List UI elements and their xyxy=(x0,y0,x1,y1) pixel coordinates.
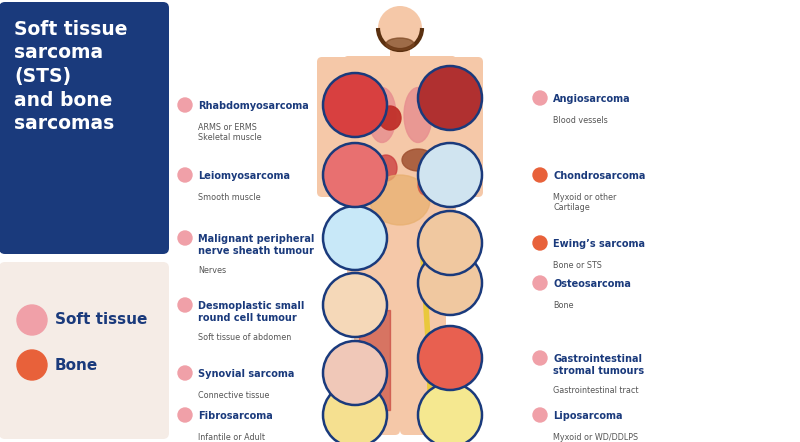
Text: Synovial sarcoma: Synovial sarcoma xyxy=(198,369,294,379)
Text: Rhabdomyosarcoma: Rhabdomyosarcoma xyxy=(198,101,309,111)
Circle shape xyxy=(178,98,192,112)
Text: Myxoid or other
Cartilage: Myxoid or other Cartilage xyxy=(553,193,616,213)
FancyBboxPatch shape xyxy=(400,270,446,435)
FancyBboxPatch shape xyxy=(344,56,456,214)
Text: Myxoid or WD/DDLPS
Adipose tissue: Myxoid or WD/DDLPS Adipose tissue xyxy=(553,433,638,442)
Circle shape xyxy=(418,326,482,390)
Circle shape xyxy=(323,143,387,207)
Circle shape xyxy=(533,91,547,105)
Circle shape xyxy=(17,350,47,380)
Circle shape xyxy=(323,273,387,337)
Circle shape xyxy=(17,305,47,335)
FancyBboxPatch shape xyxy=(354,270,400,435)
Text: Gastrointestinal
stromal tumours: Gastrointestinal stromal tumours xyxy=(553,354,644,376)
Circle shape xyxy=(178,298,192,312)
Circle shape xyxy=(418,383,482,442)
Text: Blood vessels: Blood vessels xyxy=(553,116,608,125)
Circle shape xyxy=(178,366,192,380)
Text: Liposarcoma: Liposarcoma xyxy=(553,411,622,421)
Circle shape xyxy=(323,73,387,137)
Text: Leiomyosarcoma: Leiomyosarcoma xyxy=(198,171,290,181)
Ellipse shape xyxy=(386,38,414,50)
FancyBboxPatch shape xyxy=(390,47,410,63)
Circle shape xyxy=(418,66,482,130)
Text: Connective tissue: Connective tissue xyxy=(198,391,270,400)
Circle shape xyxy=(533,236,547,250)
Circle shape xyxy=(178,168,192,182)
Circle shape xyxy=(323,206,387,270)
Ellipse shape xyxy=(370,175,430,225)
Text: Soft tissue: Soft tissue xyxy=(55,312,147,328)
Text: Bone: Bone xyxy=(55,358,98,373)
Text: Bone: Bone xyxy=(553,301,574,310)
Text: Soft tissue of abdomen: Soft tissue of abdomen xyxy=(198,333,291,342)
Text: Desmoplastic small
round cell tumour: Desmoplastic small round cell tumour xyxy=(198,301,304,323)
Circle shape xyxy=(418,143,482,207)
FancyBboxPatch shape xyxy=(0,262,169,439)
Ellipse shape xyxy=(379,106,401,130)
Circle shape xyxy=(178,231,192,245)
Text: Ewing’s sarcoma: Ewing’s sarcoma xyxy=(553,239,645,249)
Text: Angiosarcoma: Angiosarcoma xyxy=(553,94,630,104)
Text: Osteosarcoma: Osteosarcoma xyxy=(553,279,631,289)
Ellipse shape xyxy=(418,175,432,195)
Ellipse shape xyxy=(402,149,434,171)
Ellipse shape xyxy=(368,88,396,142)
Ellipse shape xyxy=(368,175,382,195)
Text: Soft tissue
sarcoma
(STS)
and bone
sarcomas: Soft tissue sarcoma (STS) and bone sarco… xyxy=(14,20,127,133)
Circle shape xyxy=(533,408,547,422)
Ellipse shape xyxy=(375,155,397,181)
Ellipse shape xyxy=(404,88,432,142)
Circle shape xyxy=(378,6,422,50)
Text: Fibrosarcoma: Fibrosarcoma xyxy=(198,411,273,421)
Circle shape xyxy=(533,276,547,290)
FancyBboxPatch shape xyxy=(317,57,353,197)
Text: Chondrosarcoma: Chondrosarcoma xyxy=(553,171,646,181)
Circle shape xyxy=(533,351,547,365)
FancyBboxPatch shape xyxy=(347,197,453,283)
Text: Gastrointestinal tract: Gastrointestinal tract xyxy=(553,386,638,395)
Text: Nerves: Nerves xyxy=(198,266,226,275)
Circle shape xyxy=(323,383,387,442)
Circle shape xyxy=(418,211,482,275)
Circle shape xyxy=(323,341,387,405)
Circle shape xyxy=(178,408,192,422)
Text: ARMS or ERMS
Skeletal muscle: ARMS or ERMS Skeletal muscle xyxy=(198,123,262,142)
Text: Infantile or Adult
Fibrous connective tissue: Infantile or Adult Fibrous connective ti… xyxy=(198,433,299,442)
Text: Bone or STS: Bone or STS xyxy=(553,261,602,270)
FancyBboxPatch shape xyxy=(447,57,483,197)
Text: Malignant peripheral
nerve sheath tumour: Malignant peripheral nerve sheath tumour xyxy=(198,234,314,255)
Circle shape xyxy=(418,251,482,315)
Circle shape xyxy=(533,168,547,182)
Text: Smooth muscle: Smooth muscle xyxy=(198,193,261,202)
FancyBboxPatch shape xyxy=(0,2,169,254)
